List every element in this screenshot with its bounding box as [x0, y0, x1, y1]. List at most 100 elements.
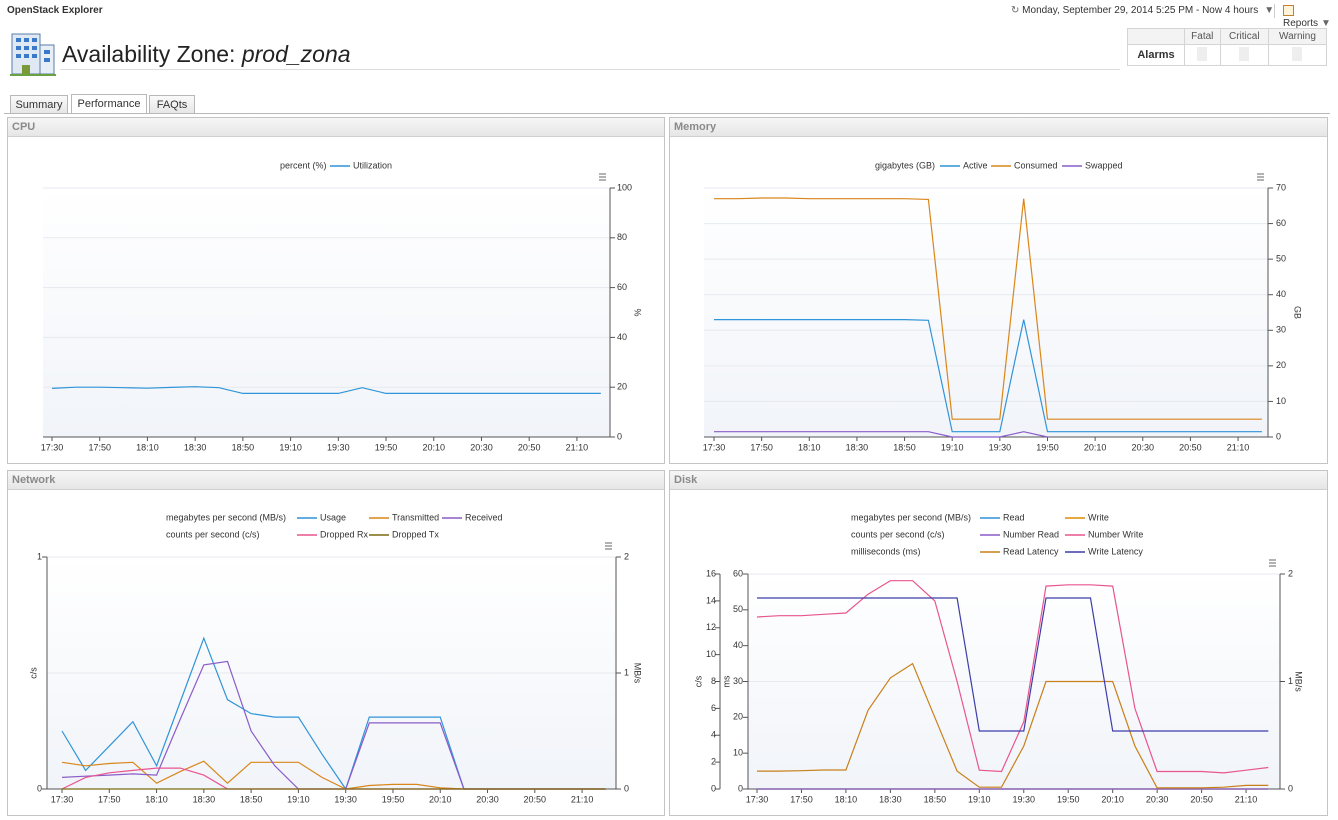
legend-axis-label: megabytes per second (MB/s) — [851, 512, 971, 522]
y-tick-label: 20 — [1276, 360, 1286, 370]
reports-text[interactable]: Reports — [1283, 18, 1319, 29]
series-line — [714, 197, 1262, 420]
x-tick-label: 18:30 — [184, 442, 207, 452]
x-tick-label: 17:50 — [750, 442, 773, 452]
x-tick-label: 21:10 — [1235, 794, 1258, 804]
legend-label: Usage — [320, 512, 346, 522]
reports-menu[interactable]: Reports ▼ — [1283, 5, 1338, 29]
legend-label: Swapped — [1085, 160, 1123, 170]
y-tick-label: 0 — [1276, 431, 1281, 441]
legend-label: Number Read — [1003, 529, 1059, 539]
y-tick-label: 0 — [711, 783, 716, 793]
separator — [1274, 4, 1275, 18]
y-tick-label: 30 — [1276, 325, 1286, 335]
legend-axis-label: percent (%) — [280, 160, 327, 170]
y-tick-label: 10 — [706, 649, 716, 659]
legend-label: Read — [1003, 512, 1025, 522]
y-tick-label: 1 — [624, 667, 629, 677]
y-tick-label: 16 — [706, 568, 716, 578]
y-tick-label: 1 — [1288, 676, 1293, 686]
legend-axis-label: gigabytes (GB) — [875, 160, 935, 170]
series-line — [756, 580, 1269, 774]
tab[interactable]: Summary — [10, 95, 68, 113]
series-line — [714, 431, 1048, 438]
y-tick-label: 4 — [711, 730, 716, 740]
y-tick-label: 60 — [733, 568, 743, 578]
x-tick-label: 18:50 — [893, 442, 916, 452]
panel-title: CPU — [8, 118, 664, 137]
x-tick-label: 19:30 — [1012, 794, 1035, 804]
page-title: Availability Zone: prod_zona — [62, 41, 351, 68]
legend-label: Number Write — [1088, 529, 1143, 539]
legend-axis-label: counts per second (c/s) — [166, 529, 260, 539]
series-line — [757, 662, 1269, 789]
x-tick-label: 20:30 — [476, 794, 499, 804]
tab-rule — [4, 113, 1330, 114]
time-range-text[interactable]: Monday, September 29, 2014 5:25 PM - Now… — [1022, 5, 1259, 16]
x-tick-label: 19:50 — [375, 442, 398, 452]
x-tick-label: 20:10 — [422, 442, 445, 452]
alarms-table: Fatal Critical Warning Alarms — [1127, 28, 1328, 66]
x-tick-label: 21:10 — [566, 442, 589, 452]
x-tick-label: 20:30 — [1146, 794, 1169, 804]
x-tick-label: 20:50 — [1190, 794, 1213, 804]
time-range[interactable]: ↻ Monday, September 29, 2014 5:25 PM - N… — [1011, 5, 1275, 16]
x-tick-label: 18:10 — [798, 442, 821, 452]
x-tick-label: 20:50 — [1179, 442, 1202, 452]
legend-label: Read Latency — [1003, 546, 1059, 556]
x-tick-label: 18:10 — [145, 794, 168, 804]
y-tick-label: 60 — [1276, 218, 1286, 228]
y-tick-label: 2 — [1288, 568, 1293, 578]
title-name: prod_zona — [241, 41, 351, 67]
legend-axis-label: milliseconds (ms) — [851, 546, 921, 556]
y-tick-label: 14 — [706, 595, 716, 605]
tab[interactable]: FAQts — [149, 95, 195, 113]
x-tick-label: 20:10 — [429, 794, 452, 804]
x-tick-label: 19:30 — [334, 794, 357, 804]
legend-axis-label: megabytes per second (MB/s) — [166, 512, 286, 522]
legend-label: Dropped Tx — [392, 529, 439, 539]
x-tick-label: 19:10 — [279, 442, 302, 452]
x-tick-label: 19:10 — [968, 794, 991, 804]
axis-title: MB/s — [633, 663, 643, 684]
x-tick-label: 19:50 — [1057, 794, 1080, 804]
x-tick-label: 18:50 — [240, 794, 263, 804]
alarm-row: Alarms — [1127, 44, 1185, 66]
y-tick-label: 0 — [617, 431, 622, 441]
series-line — [714, 319, 1262, 433]
legend-label: Utilization — [353, 160, 392, 170]
y-tick-label: 100 — [617, 182, 632, 192]
x-tick-label: 18:30 — [846, 442, 869, 452]
y-tick-label: 2 — [711, 757, 716, 767]
y-tick-label: 0 — [37, 783, 42, 793]
x-tick-label: 18:30 — [193, 794, 216, 804]
y-tick-label: 12 — [706, 622, 716, 632]
y-tick-label: 10 — [1276, 396, 1286, 406]
x-tick-label: 20:50 — [524, 794, 547, 804]
x-tick-label: 19:50 — [382, 794, 405, 804]
x-tick-label: 18:50 — [232, 442, 255, 452]
axis-title: c/s — [28, 667, 38, 679]
plot-area — [43, 188, 610, 437]
x-tick-label: 18:10 — [835, 794, 858, 804]
x-tick-label: 17:30 — [746, 794, 769, 804]
y-tick-label: 0 — [738, 783, 743, 793]
legend-axis-label: counts per second (c/s) — [851, 529, 945, 539]
title-rule — [60, 69, 1120, 70]
panel-title: Network — [8, 471, 664, 490]
legend-label: Dropped Rx — [320, 529, 369, 539]
tab-active[interactable]: Performance — [71, 94, 147, 114]
y-tick-label: 0 — [1288, 783, 1293, 793]
y-tick-label: 8 — [711, 676, 716, 686]
y-tick-label: 0 — [624, 783, 629, 793]
y-tick-label: 40 — [617, 332, 627, 342]
x-tick-label: 18:10 — [136, 442, 159, 452]
x-tick-label: 19:30 — [989, 442, 1012, 452]
y-tick-label: 2 — [624, 551, 629, 561]
x-tick-label: 19:50 — [1036, 442, 1059, 452]
x-tick-label: 17:30 — [51, 794, 74, 804]
x-tick-label: 21:10 — [571, 794, 594, 804]
y-tick-label: 50 — [733, 604, 743, 614]
